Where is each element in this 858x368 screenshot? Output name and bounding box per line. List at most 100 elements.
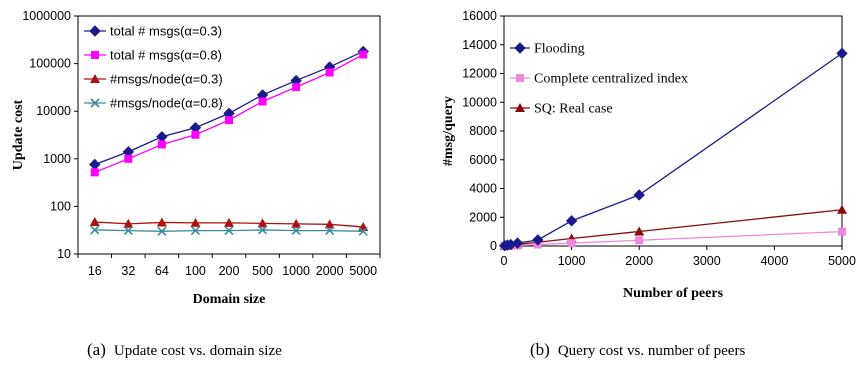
legend-marker [91,51,99,59]
y-tick-label: 14000 [462,38,497,52]
data-point [634,226,645,236]
data-point [224,226,234,236]
caption-b: (b) Query cost vs. number of peers [530,340,745,359]
y-tick-label: 2000 [469,210,497,224]
x-tick-label: 32 [121,264,135,278]
y-tick-label: 6000 [469,153,497,167]
y-tick-label: 1000 [43,152,71,166]
y-tick-label: 100000 [29,57,71,71]
data-point [191,130,200,139]
data-point [190,226,201,236]
data-point [532,234,544,246]
data-point [258,97,267,106]
data-point [325,226,335,236]
data-point [89,217,100,227]
series-2 [90,50,368,177]
data-point [224,217,234,227]
x-tick-label: 1000 [558,254,586,268]
legend-entry: total # msgs(α=0.3) [110,24,222,39]
data-point [124,154,133,163]
data-point [157,226,167,236]
data-point [89,158,101,171]
x-tick-label: 4000 [760,254,788,268]
data-point [90,168,99,177]
legend-entry: #msgs/node(α=0.3) [110,72,223,87]
series-line [504,230,843,247]
y-tick-label: 100 [50,199,71,213]
legend-marker [514,42,526,54]
caption-label: (b) [530,340,550,359]
y-axis-title: Update cost [11,99,26,170]
legend-entry: Complete centralized index [534,72,688,87]
x-tick-label: 5000 [828,254,856,268]
legend-entry: #msgs/node(α=0.8) [110,96,223,111]
series-line [504,209,843,247]
y-tick-label: 16000 [462,9,497,23]
data-point [190,217,201,227]
data-point [156,131,168,143]
x-tick-label: 500 [252,264,273,278]
legend-entry: SQ: Real case [534,102,613,117]
data-point [325,68,334,77]
x-tick-label: 16 [88,264,102,278]
data-point [291,226,301,236]
data-point [836,47,848,60]
data-point [358,226,368,236]
legend: Flooding Complete centralized index SQ: Re… [510,42,688,117]
series-3 [499,204,847,250]
caption-a: (a) Update cost vs. domain size [87,340,282,359]
y-tick-label: 8000 [469,124,497,138]
caption-text: Update cost vs. domain size [114,343,282,359]
chart-query-cost: 0 2000 4000 6000 8000 10000 12000 14000 16000 0 10… [441,9,856,359]
y-tick-label: 10000 [36,104,71,118]
x-tick-label: 5000 [349,264,377,278]
data-point [324,219,335,229]
legend-entry: Flooding [534,42,585,57]
x-tick-label: 200 [219,264,240,278]
legend-marker [515,103,525,112]
legend-marker [90,74,100,83]
y-tick-label: 0 [490,239,497,253]
x-tick-label: 100 [185,264,206,278]
x-tick-label: 64 [155,264,169,278]
data-point [567,239,576,248]
x-tick-label: 0 [501,254,508,268]
y-tick-label: 12000 [462,67,497,81]
x-axis-title: Domain size [193,292,266,307]
data-point [291,218,302,228]
data-point [633,189,645,201]
y-tick-label: 4000 [469,182,497,196]
legend-marker [89,25,101,37]
data-point [225,116,233,125]
y-tick-label: 1000000 [22,9,71,23]
chart-update-cost: 10 100 1000 10000 100000 1000000 16 32 64 100 200 5… [11,9,381,359]
data-point [511,237,524,249]
plot-frame [77,15,381,255]
data-point [157,140,166,149]
x-tick-label: 2000 [316,264,344,278]
data-point [635,236,644,245]
x-tick-label: 2000 [625,254,653,268]
x-tick-label: 3000 [693,254,721,268]
data-point [359,50,368,59]
data-point [90,225,100,235]
data-point [156,217,167,227]
series-1 [498,47,848,252]
y-axis-title: #msg/query [441,96,456,166]
data-point [838,227,846,236]
data-point [837,204,847,214]
data-point [257,218,268,228]
caption-text: Query cost vs. number of peers [558,343,746,359]
data-point [565,215,578,227]
legend: total # msgs(α=0.3) total # msgs(α=0.8) #m… [84,24,223,111]
y-tick-label: 10 [57,247,71,261]
data-point [123,226,133,236]
legend-marker [516,74,524,82]
x-tick-label: 1000 [282,264,310,278]
y-tick-label: 10000 [462,95,497,109]
legend-entry: total # msgs(α=0.8) [110,48,222,63]
data-point [257,225,268,235]
series-4 [90,225,368,236]
legend-marker [90,98,100,108]
